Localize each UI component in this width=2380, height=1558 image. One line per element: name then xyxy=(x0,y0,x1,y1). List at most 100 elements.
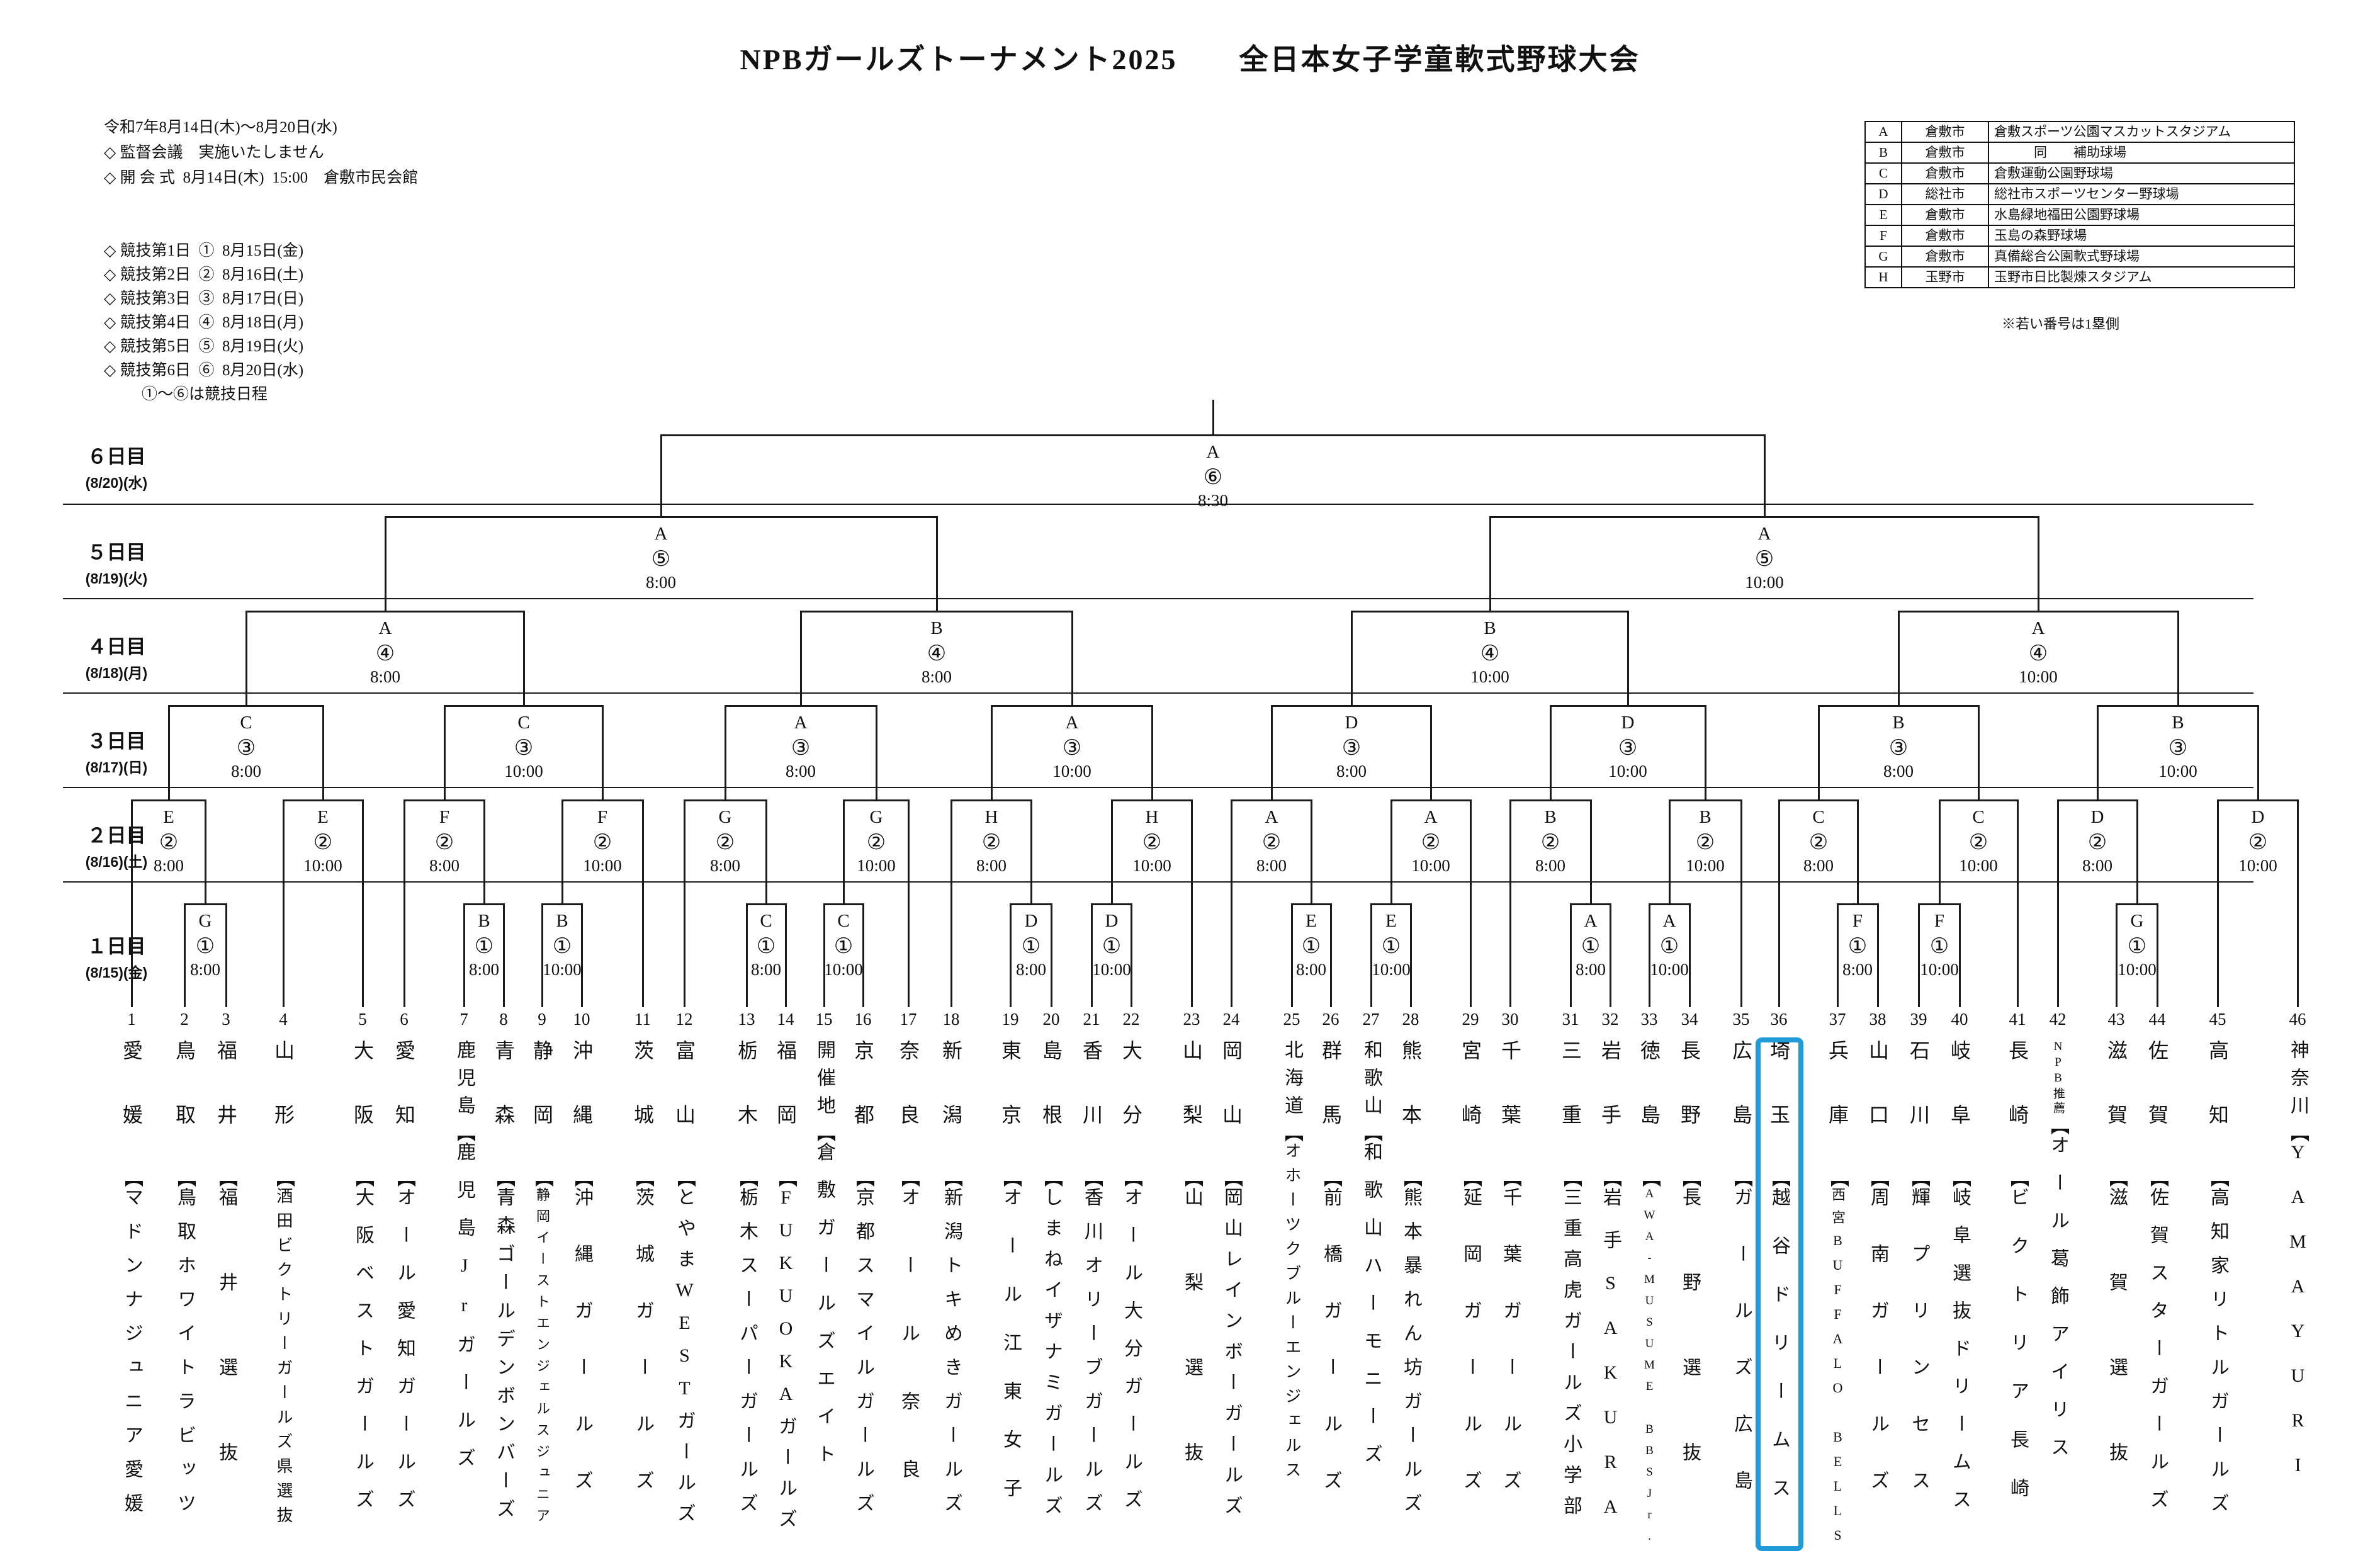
bracket-bar-r3-0 xyxy=(169,705,323,707)
game-C-3-800-time: 8:00 xyxy=(230,762,261,781)
bracket-drop-left-r3-3 xyxy=(990,705,993,799)
bracket-drop-right-r3-2 xyxy=(875,705,877,799)
team-bracket-mark-7: 【 xyxy=(454,1123,475,1142)
game-D-3-1000-venue: D xyxy=(1621,713,1635,733)
team-number-8: 8 xyxy=(499,1010,508,1029)
game-B-1-800-time: 8:00 xyxy=(468,960,499,979)
schedule-day-5: ◇ 競技第5日 ⑤ 8月19日(火) xyxy=(104,338,304,355)
bracket-drop-right-r3-6 xyxy=(1977,705,1980,799)
bracket-drop-left-r3-0 xyxy=(167,705,170,799)
team-name-15: 開催地【倉敷ガールズエイト xyxy=(801,1040,847,1547)
note-opening-ceremony: ◇ 開 会 式 8月14日(木) 15:00 倉敷市民会館 xyxy=(104,169,419,186)
game-A-3-1000-day: ③ xyxy=(1062,737,1082,760)
game-A-1-800-time: 8:00 xyxy=(1575,960,1606,979)
bracket-drop-right-r1-0 xyxy=(225,903,227,1007)
team-number-33: 33 xyxy=(1640,1010,1658,1029)
venue-row-G: G 倉敷市 真備総合公園軟式野球場 xyxy=(1864,246,2295,268)
venue-venue-G: 真備総合公園軟式野球場 xyxy=(1988,246,2295,268)
team-prefecture-14: 福岡 xyxy=(774,1040,797,1168)
game-E-1-1000-venue: E xyxy=(1385,911,1397,931)
team-prefecture-3: 福井 xyxy=(215,1040,237,1168)
game-F-1-1000-time: 10:00 xyxy=(1920,960,1959,979)
game-B-1-800-day: ① xyxy=(474,935,494,958)
team-name-text-17: オール奈良 xyxy=(898,1187,919,1527)
bracket-drop-left-r1-11 xyxy=(1836,903,1839,1007)
team-name-42: NPB推薦【オール葛飾アイリス xyxy=(2034,1040,2081,1547)
team-number-1: 1 xyxy=(127,1010,136,1029)
team-bracket-mark-3: 【 xyxy=(216,1168,237,1187)
team-number-21: 21 xyxy=(1083,1010,1100,1029)
game-E-2-1000-venue: E xyxy=(317,807,329,827)
venue-row-E: E 倉敷市 水島緑地福田公園野球場 xyxy=(1864,204,2295,226)
team-prefecture-16: 京都 xyxy=(852,1040,874,1168)
bracket-drop-left-r3-6 xyxy=(1817,705,1820,799)
game-C-1-1000-venue: C xyxy=(837,911,850,931)
bracket-bar-r1-4 xyxy=(824,903,863,905)
venue-table-body: A 倉敷市 倉敷スポーツ公園マスカットスタジアム B 倉敷市 同 補助球場 C 倉敷市 倉敷運… xyxy=(1864,121,2295,288)
team-prefecture-13: 栃木 xyxy=(735,1040,758,1168)
bracket-bar-r3-4 xyxy=(1272,705,1431,707)
team-bracket-mark-18: 【 xyxy=(941,1168,962,1187)
day-label-4: ４日目 xyxy=(87,636,146,658)
team-number-32: 32 xyxy=(1601,1010,1619,1029)
game-H-2-800-venue: H xyxy=(984,807,998,827)
team-bracket-mark-20: 【 xyxy=(1041,1168,1062,1187)
team-number-45: 45 xyxy=(2209,1010,2226,1029)
game-E-2-800-venue: E xyxy=(163,807,174,827)
bracket-drop-left-r1-2 xyxy=(541,903,543,1007)
bracket-drop-right-r1-12 xyxy=(1958,903,1961,1007)
team-name-text-11: 茨城ガールズ xyxy=(633,1187,653,1527)
day-date-3: (8/17)(日) xyxy=(85,759,148,776)
team-prefecture-21: 香川 xyxy=(1080,1040,1103,1168)
venue-venue-E: 水島緑地福田公園野球場 xyxy=(1988,204,2295,226)
bracket-bar-r2-13 xyxy=(1939,799,2017,801)
game-A-4-800-time: 8:00 xyxy=(369,667,400,686)
team-name-text-43: 滋賀選抜 xyxy=(2106,1187,2127,1527)
venue-row-B: B 倉敷市 同 補助球場 xyxy=(1864,142,2295,164)
game-D-3-800-venue: D xyxy=(1345,713,1358,733)
team-name-17: 奈良【オール奈良 xyxy=(885,1040,932,1547)
bracket-drop-right-r2-15 xyxy=(2296,799,2299,1007)
bracket-bar-r4-2 xyxy=(1351,611,1628,612)
game-D-1-1000-time: 10:00 xyxy=(1092,960,1131,979)
team-name-38: 山口【周南ガールズ xyxy=(1854,1040,1901,1547)
team-bracket-mark-14: 【 xyxy=(775,1168,796,1187)
game-D-2-800-venue: D xyxy=(2090,807,2104,827)
team-name-25: 北海道【オホーツクブルーエンジェルス xyxy=(1268,1040,1315,1547)
team-name-32: 岩手【岩手SAKURA xyxy=(1587,1040,1633,1547)
venue-city-H: 玉野市 xyxy=(1901,266,1989,288)
champion-stub xyxy=(1212,400,1214,434)
team-number-13: 13 xyxy=(738,1010,755,1029)
game-B-3-800-time: 8:00 xyxy=(1883,762,1914,781)
bracket-drop-left-r6-0 xyxy=(660,434,662,516)
game-G-1-800-time: 8:00 xyxy=(189,960,220,979)
venue-city-D: 総社市 xyxy=(1901,183,1989,205)
team-prefecture-5: 大阪 xyxy=(351,1040,374,1168)
team-bracket-mark-23: 【 xyxy=(1182,1168,1202,1187)
team-name-11: 茨城【茨城ガールズ xyxy=(619,1040,666,1547)
team-name-21: 香川【香川オリーブガールズ xyxy=(1068,1040,1115,1547)
bracket-bar-r1-9 xyxy=(1571,903,1610,905)
team-name-text-37: 西宮BUFFALO BELLS xyxy=(1830,1187,1846,1552)
team-bracket-mark-31: 【 xyxy=(1560,1168,1581,1187)
team-name-text-32: 岩手SAKURA xyxy=(1600,1187,1621,1541)
bracket-bar-r1-3 xyxy=(747,903,786,905)
team-name-text-42: オール葛飾アイリス xyxy=(2048,1135,2068,1475)
bracket-drop-right-r3-4 xyxy=(1430,705,1432,799)
game-D-2-800-time: 8:00 xyxy=(2082,856,2112,875)
bracket-drop-right-r2-10 xyxy=(1589,799,1592,903)
team-name-text-40: 岐阜選抜ドリームス xyxy=(1949,1187,1970,1527)
bracket-bar-r2-7 xyxy=(1112,799,1192,801)
bracket-drop-left-r2-3 xyxy=(561,799,563,903)
game-G-1-1000-venue: G xyxy=(2130,911,2144,931)
team-number-43: 43 xyxy=(2107,1010,2125,1029)
game-B-1-1000-venue: B xyxy=(556,911,568,931)
team-name-45: 高知【高知家リトルガールズ xyxy=(2194,1040,2241,1547)
team-number-4: 4 xyxy=(279,1010,288,1029)
team-bracket-mark-16: 【 xyxy=(853,1168,874,1187)
bracket-bar-r2-4 xyxy=(684,799,766,801)
game-D-1-1000-venue: D xyxy=(1105,911,1119,931)
team-bracket-mark-42: 【 xyxy=(2048,1116,2068,1135)
team-prefecture-27: 和歌山 xyxy=(1361,1040,1382,1123)
